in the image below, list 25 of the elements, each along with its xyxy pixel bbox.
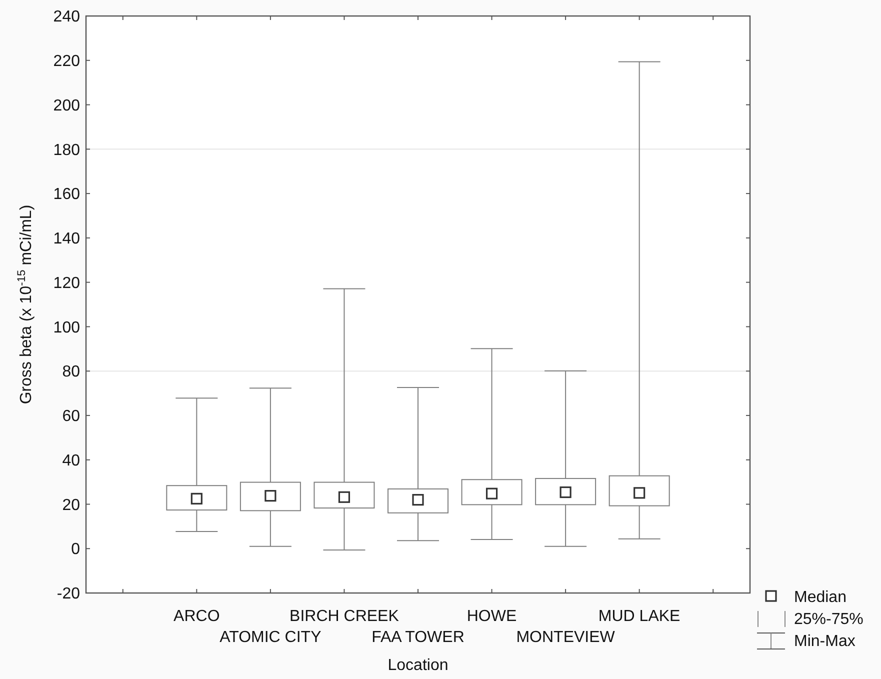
y-tick-label: 200 — [53, 97, 80, 114]
y-tick-label: 20 — [62, 496, 80, 514]
x-tick-label: ATOMIC CITY — [220, 629, 322, 646]
y-tick-label: 0 — [71, 541, 80, 558]
x-axis-title: Location — [388, 657, 448, 674]
y-tick-label: 120 — [53, 274, 80, 292]
x-tick-label: MONTEVIEW — [516, 629, 616, 646]
x-tick-label: HOWE — [466, 608, 517, 625]
y-tick-label: 140 — [53, 230, 80, 248]
y-tick-label: 40 — [62, 452, 80, 470]
text: Min-Max — [794, 633, 856, 650]
y-tick-label: 240 — [53, 8, 80, 26]
text: 25%-75% — [794, 611, 864, 628]
y-tick-label: -20 — [56, 586, 80, 603]
y-tick-label: 60 — [62, 408, 80, 426]
y-tick-label: 160 — [53, 186, 80, 204]
y-tick-label: 80 — [62, 364, 80, 381]
x-tick-label: ARCO — [174, 608, 220, 625]
y-tick-label: 220 — [53, 52, 80, 70]
x-tick-label: MUD LAKE — [598, 608, 680, 625]
x-tick-label: FAA TOWER — [372, 629, 464, 646]
y-tick-label: 180 — [53, 142, 80, 159]
text: Median — [794, 589, 846, 606]
x-tick-label: BIRCH CREEK — [290, 608, 400, 625]
y-tick-label: 100 — [53, 319, 80, 336]
